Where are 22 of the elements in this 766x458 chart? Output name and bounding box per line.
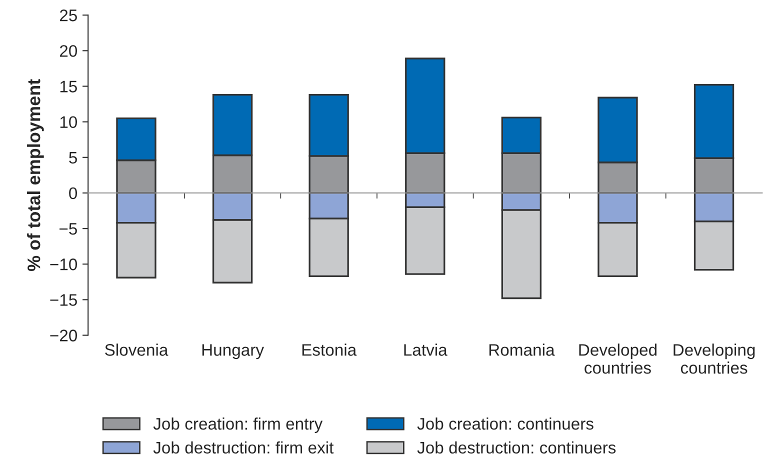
x-tick-label: Developing countries bbox=[674, 344, 755, 374]
y-tick-label: −15 bbox=[50, 294, 77, 306]
x-tick-label: Slovenia bbox=[105, 344, 168, 356]
y-tick-label: −20 bbox=[50, 330, 78, 342]
y-tick-label: 0 bbox=[69, 187, 78, 200]
y-tick-label: 15 bbox=[60, 80, 77, 92]
legend-label: Job destruction: continuers bbox=[417, 441, 616, 454]
x-tick-label: Latvia bbox=[404, 344, 448, 356]
legend-label: Job destruction: firm exit bbox=[153, 441, 334, 454]
legend-label: Job creation: firm entry bbox=[153, 417, 323, 434]
y-tick-label: 5 bbox=[69, 152, 77, 164]
y-tick-label: 10 bbox=[60, 116, 78, 128]
x-tick-label: Romania bbox=[489, 344, 555, 356]
x-tick-label: Estonia bbox=[302, 344, 357, 356]
y-tick-label: 25 bbox=[60, 10, 77, 22]
y-tick-label: 20 bbox=[60, 45, 78, 57]
legend-label: Job creation: continuers bbox=[417, 417, 594, 430]
x-tick-label: Hungary bbox=[202, 344, 264, 360]
x-tick-label: Developed countries bbox=[579, 344, 656, 374]
y-axis-title: % of total employment bbox=[27, 79, 44, 272]
y-tick-label: −10 bbox=[50, 258, 78, 270]
y-tick-label: −5 bbox=[59, 223, 77, 235]
